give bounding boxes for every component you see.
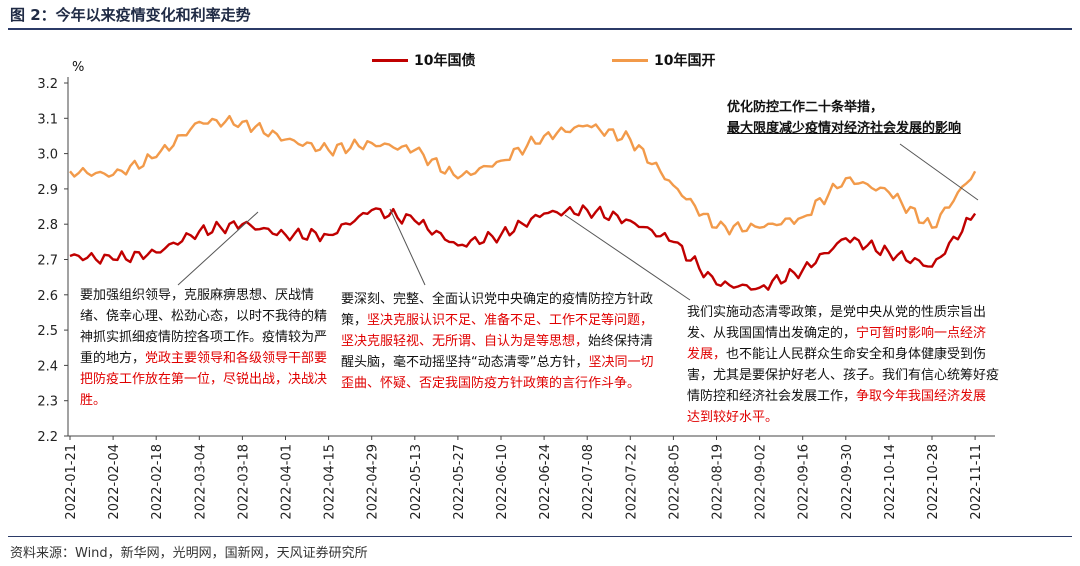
- x-tick-label: 2022-02-04: [107, 444, 122, 520]
- leader-line: [389, 208, 426, 286]
- line-chart: 2.2 2.3 2.4 2.5 2.6 2.7 2.8 2.9 3.0 3.1 3.2 2022-01…: [37, 77, 995, 520]
- x-tick-label: 2022-10-14: [883, 444, 898, 520]
- leader-line: [564, 214, 691, 301]
- x-tick-label: 2022-08-19: [711, 444, 726, 520]
- y-tick-label: 3.1: [37, 112, 58, 127]
- figure-title: 图 2：今年以来疫情变化和利率走势: [10, 6, 251, 24]
- annotation-2-highlight-b: 坚决同一切歪曲、怀疑、否定我国防疫方针政策的言行作斗争。: [341, 355, 654, 391]
- x-tick-label: 2022-09-16: [797, 444, 812, 520]
- x-tick-label: 2022-04-29: [366, 444, 381, 520]
- x-tick-label: 2022-06-10: [495, 444, 510, 520]
- annotation-box-1: 要加强组织领导，克服麻痹思想、厌战情绪、侥幸心理、松劲心态，以时不我待的精神抓实…: [80, 285, 336, 411]
- x-tick-label: 2022-04-15: [323, 444, 338, 520]
- annotation-3-text: 我们实施动态清零政策，是党中央从党的性质宗旨出发、从我国国情出发确定的，: [687, 305, 987, 341]
- x-tick-label: 2022-09-30: [840, 444, 855, 520]
- x-tick-label: 2022-11-11: [969, 444, 984, 520]
- y-tick-label: 2.5: [37, 324, 58, 339]
- y-tick-label: 2.7: [37, 254, 58, 269]
- x-tick-label: 2022-04-01: [280, 444, 295, 520]
- annotation-box-3: 我们实施动态清零政策，是党中央从党的性质宗旨出发、从我国国情出发确定的，宁可暂时…: [687, 302, 999, 428]
- y-tick-label: 2.9: [37, 183, 58, 198]
- legend-swatch-gb: [372, 59, 408, 62]
- annotation-1-highlight: 党政主要领导和各级领导干部要把防疫工作放在第一位，尽锐出战，决战决胜。: [80, 351, 328, 408]
- y-tick-label: 2.4: [37, 359, 58, 374]
- x-tick-label: 2022-03-18: [236, 444, 251, 520]
- y-tick-label: 3.2: [37, 77, 58, 92]
- series-line-gb: [69, 204, 977, 291]
- leader-line: [177, 211, 259, 286]
- series-line-cdb: [69, 114, 977, 236]
- y-tick-label: 2.3: [37, 395, 58, 410]
- x-tick-label: 2022-07-22: [624, 444, 639, 520]
- annotation-3-highlight-b: 争取今年我国经济发展达到较好水平。: [687, 389, 987, 425]
- x-tick-label: 2022-09-02: [754, 444, 769, 520]
- legend-label-cdb: 10年国开: [654, 53, 716, 69]
- callout-line-2: 最大限度减少疫情对经济社会发展的影响: [727, 121, 962, 136]
- x-tick-label: 2022-05-13: [409, 444, 424, 520]
- annotation-2-text: 要深刻、完整、全面认识党中央确定的疫情防控方针政策，: [341, 292, 654, 328]
- leader-lines: [177, 143, 979, 301]
- y-tick-label: 2.8: [37, 218, 58, 233]
- axes: 2.2 2.3 2.4 2.5 2.6 2.7 2.8 2.9 3.0 3.1 3.2 2022-01…: [37, 77, 995, 520]
- x-tick-label: 2022-10-28: [926, 444, 941, 520]
- x-tick-label: 2022-08-05: [667, 444, 682, 520]
- y-unit-label: %: [72, 60, 85, 75]
- legend-swatch-cdb: [612, 59, 648, 62]
- callout-label: 优化防控工作二十条举措， 最大限度减少疫情对经济社会发展的影响: [727, 97, 997, 139]
- source-note: 资料来源：Wind，新华网，光明网，国新网，天风证券研究所: [10, 546, 368, 561]
- y-tick-label: 3.0: [37, 148, 58, 163]
- annotation-1-text: 要加强组织领导，克服麻痹思想、厌战情绪、侥幸心理、松劲心态，以时不我待的精神抓实…: [80, 288, 328, 366]
- title-rule: [8, 28, 1072, 30]
- annotation-3-highlight: 宁可暂时影响一点经济发展，: [687, 326, 987, 362]
- x-tick-label: 2022-01-21: [64, 444, 79, 520]
- y-tick-label: 2.6: [37, 289, 58, 304]
- x-tick-label: 2022-03-04: [193, 444, 208, 520]
- callout-line-1: 优化防控工作二十条举措，: [727, 100, 884, 115]
- series-lines: [69, 114, 977, 291]
- x-tick-label: 2022-06-24: [538, 444, 553, 520]
- x-tick-label: 2022-02-18: [150, 444, 165, 520]
- y-tick-label: 2.2: [37, 430, 58, 445]
- annotation-2-highlight: 坚决克服认识不足、准备不足、工作不足等问题，坚决克服轻视、无所谓、自认为是等思想…: [341, 313, 654, 349]
- annotation-3-text-b: 也不能让人民群众生命安全和身体健康受到伤害，尤其是要保护好老人、孩子。我们有信心…: [687, 347, 1000, 404]
- leader-line: [899, 143, 979, 201]
- footer-rule: [8, 536, 1072, 537]
- annotation-box-2: 要深刻、完整、全面认识党中央确定的疫情防控方针政策，坚决克服认识不足、准备不足、…: [341, 289, 655, 394]
- x-tick-label: 2022-07-08: [581, 444, 596, 520]
- annotation-2-text-b: 始终保持清醒头脑，毫不动摇坚持“动态清零”总方针，: [341, 334, 654, 370]
- x-tick-label: 2022-05-27: [452, 444, 467, 520]
- legend-label-gb: 10年国债: [414, 53, 476, 69]
